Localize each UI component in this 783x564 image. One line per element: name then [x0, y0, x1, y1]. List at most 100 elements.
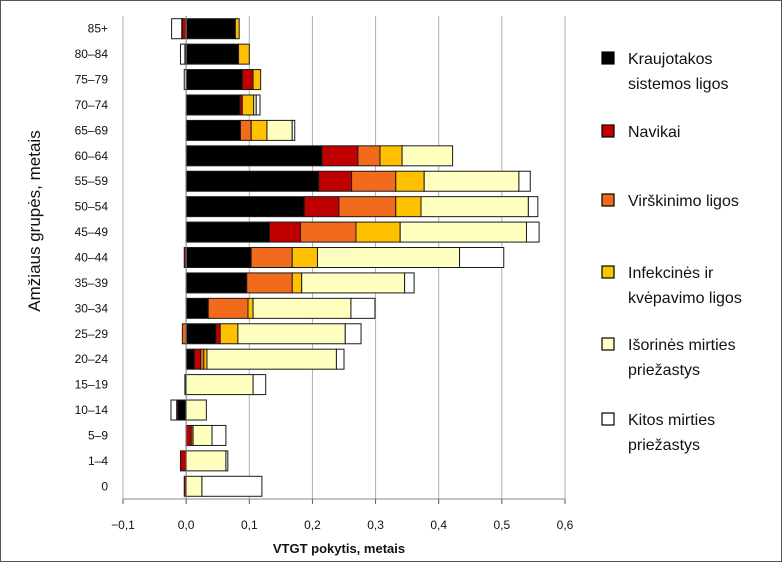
- bars: [170, 18, 540, 497]
- bar-segment: [404, 272, 415, 294]
- bar-segment: [321, 145, 359, 167]
- bar-segment: [171, 18, 183, 40]
- bar-segment: [379, 145, 403, 167]
- bar-segment: [250, 247, 293, 268]
- y-category-label: 50–54: [75, 200, 109, 214]
- legend: Kraujotakos sistemos ligos Navikai Virškini…: [601, 51, 742, 454]
- bar-segment: [423, 170, 520, 192]
- bar-segment: [215, 323, 221, 345]
- bar-segment: [252, 297, 352, 319]
- bar-segment: [525, 221, 540, 243]
- bar-segment: [185, 247, 252, 268]
- bar-segment: [268, 221, 301, 243]
- bar-segment: [185, 424, 192, 446]
- bar-segment: [237, 323, 346, 345]
- bar-segment: [185, 69, 243, 91]
- bar-segment: [185, 374, 254, 396]
- bar-segment: [181, 18, 187, 40]
- legend-label: Infekcinės ir kvėpavimo ligos: [628, 265, 742, 307]
- bar-segment: [338, 196, 397, 218]
- bar-segment: [357, 145, 381, 167]
- bar-segment: [206, 348, 337, 370]
- legend-label: Navikai: [628, 124, 680, 141]
- bar-segment: [459, 247, 505, 268]
- y-category-label: 5–9: [88, 428, 108, 442]
- legend-label: Kitos mirties priežastys: [628, 412, 715, 454]
- y-category-label: 80–84: [75, 47, 109, 61]
- bar-segment: [318, 170, 353, 192]
- x-tick-label: 0,3: [367, 518, 384, 532]
- y-category-label: 40–44: [75, 251, 109, 265]
- bar-segment: [255, 94, 261, 116]
- x-tick-label: 0,5: [494, 518, 511, 532]
- x-tick-label: 0,4: [430, 518, 447, 532]
- y-category-label: 60–64: [75, 149, 109, 163]
- bar-segment: [225, 450, 229, 472]
- x-tick-label: −0,1: [111, 518, 135, 532]
- bar-segment: [185, 119, 241, 141]
- bar-segment: [399, 221, 527, 243]
- y-category-label: 75–79: [75, 73, 109, 87]
- bar-segment: [316, 247, 461, 268]
- legend-swatch: [601, 265, 615, 279]
- legend-swatch: [601, 337, 615, 351]
- bar-segment: [350, 297, 376, 319]
- bar-segment: [238, 43, 250, 65]
- y-category-label: 35–39: [75, 276, 109, 290]
- bar-segment: [219, 323, 239, 345]
- bar-segment: [234, 18, 240, 40]
- bar-segment: [207, 297, 249, 319]
- y-category-label: 20–24: [75, 352, 109, 366]
- bar-segment: [291, 247, 318, 268]
- y-category-label: 65–69: [75, 123, 109, 137]
- bar-segment: [527, 196, 539, 218]
- bar-segment: [185, 323, 217, 345]
- y-category-label: 1–4: [88, 454, 108, 468]
- bar-segment: [299, 221, 357, 243]
- bar-segment: [355, 221, 401, 243]
- bar-segment: [185, 475, 203, 497]
- bar-segment: [185, 221, 270, 243]
- legend-swatch: [601, 412, 615, 426]
- bar-segment: [181, 323, 187, 345]
- axes: −0,1 0,0 0,1 0,2 0,3 0,4 0,5 0,6 85+ 80–84 75–79 70…: [75, 16, 574, 532]
- bar-segment: [252, 374, 267, 396]
- bar-segment: [335, 348, 345, 370]
- bar-segment: [170, 399, 178, 421]
- y-category-label: 15–19: [75, 378, 109, 392]
- legend-label: Kraujotakos sistemos ligos: [628, 51, 728, 93]
- bar-segment: [250, 119, 268, 141]
- legend-swatch: [601, 193, 615, 207]
- bar-segment: [241, 69, 254, 91]
- bar-segment: [351, 170, 397, 192]
- legend-label: Išorinės mirties priežastys: [628, 337, 736, 379]
- bar-segment: [211, 424, 227, 446]
- legend-swatch: [601, 51, 615, 65]
- bar-segment: [303, 196, 340, 218]
- y-category-label: 30–34: [75, 301, 109, 315]
- bar-segment: [246, 272, 293, 294]
- bar-segment: [193, 348, 202, 370]
- bar-segment: [185, 297, 209, 319]
- x-tick-label: 0,2: [304, 518, 321, 532]
- legend-swatch: [601, 124, 615, 138]
- x-tick-label: 0,1: [241, 518, 258, 532]
- bar-segment: [239, 119, 252, 141]
- bar-segment: [185, 272, 248, 294]
- y-axis-title: Amžiaus grupės, metais: [25, 130, 44, 311]
- bar-segment: [177, 399, 187, 421]
- bar-segment: [185, 450, 227, 472]
- bar-segment: [185, 94, 241, 116]
- bar-segment: [185, 170, 320, 192]
- bar-segment: [401, 145, 454, 167]
- y-category-label: 45–49: [75, 225, 109, 239]
- bar-segment: [420, 196, 529, 218]
- bar-segment: [185, 399, 207, 421]
- bar-segment: [395, 196, 422, 218]
- bar-segment: [185, 43, 240, 65]
- y-category-label: 25–29: [75, 327, 109, 341]
- bar-segment: [291, 119, 296, 141]
- bar-segment: [179, 43, 186, 65]
- bar-segment: [266, 119, 293, 141]
